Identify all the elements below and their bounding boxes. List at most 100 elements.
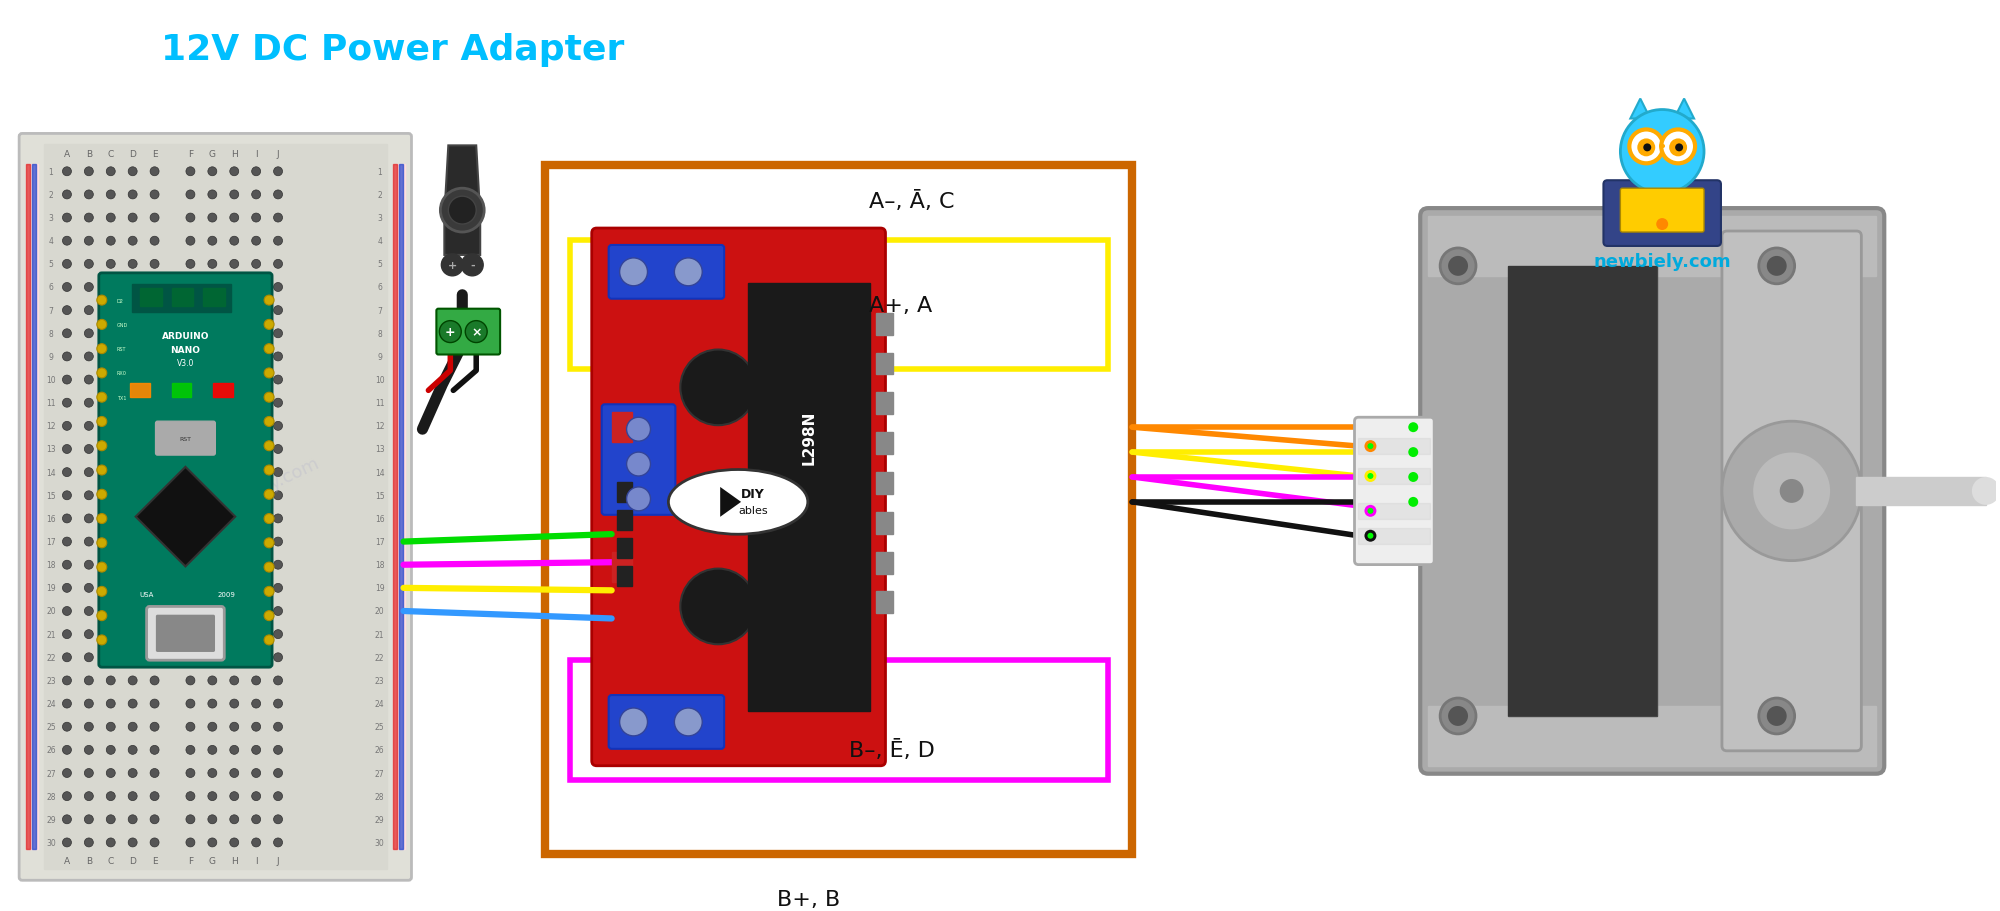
Circle shape: [208, 792, 216, 801]
Bar: [876, 512, 894, 534]
Circle shape: [252, 353, 260, 362]
Circle shape: [128, 237, 138, 246]
Circle shape: [106, 815, 116, 824]
Circle shape: [186, 353, 194, 362]
Circle shape: [252, 375, 260, 384]
Circle shape: [106, 630, 116, 639]
Circle shape: [150, 815, 160, 824]
Circle shape: [274, 468, 282, 477]
Circle shape: [128, 330, 138, 338]
Circle shape: [62, 607, 72, 616]
Circle shape: [62, 306, 72, 315]
Text: B: B: [86, 149, 92, 159]
Bar: [1508, 267, 1658, 716]
Circle shape: [150, 306, 160, 315]
Circle shape: [186, 468, 194, 477]
Text: B: B: [86, 856, 92, 865]
Circle shape: [252, 815, 260, 824]
Circle shape: [106, 838, 116, 847]
Text: 10: 10: [374, 375, 384, 384]
Circle shape: [1368, 474, 1374, 479]
Circle shape: [1670, 139, 1688, 158]
Circle shape: [208, 676, 216, 685]
Circle shape: [128, 560, 138, 569]
Circle shape: [252, 214, 260, 223]
Circle shape: [208, 722, 216, 732]
Circle shape: [680, 569, 756, 645]
Circle shape: [264, 562, 274, 572]
Circle shape: [274, 722, 282, 732]
Circle shape: [128, 353, 138, 362]
Circle shape: [84, 168, 94, 177]
FancyBboxPatch shape: [592, 229, 886, 766]
Circle shape: [150, 515, 160, 523]
Circle shape: [208, 283, 216, 292]
Circle shape: [150, 700, 160, 708]
Circle shape: [150, 190, 160, 200]
Circle shape: [274, 838, 282, 847]
Circle shape: [150, 630, 160, 639]
Circle shape: [208, 838, 216, 847]
Text: J: J: [276, 856, 280, 865]
Circle shape: [230, 537, 238, 547]
Text: ARDUINO: ARDUINO: [162, 332, 210, 341]
Circle shape: [106, 190, 116, 200]
Circle shape: [208, 700, 216, 708]
Bar: [876, 393, 894, 415]
Text: NANO: NANO: [170, 345, 200, 354]
Circle shape: [106, 237, 116, 246]
Text: GND: GND: [116, 322, 128, 328]
Text: F: F: [188, 149, 192, 159]
Text: 27: 27: [374, 769, 384, 778]
Circle shape: [208, 214, 216, 223]
Circle shape: [230, 792, 238, 801]
Circle shape: [1408, 473, 1418, 483]
Circle shape: [128, 515, 138, 523]
Bar: [570, 660, 1108, 780]
Circle shape: [274, 815, 282, 824]
Text: 5: 5: [378, 260, 382, 269]
Circle shape: [252, 700, 260, 708]
Circle shape: [274, 190, 282, 200]
Circle shape: [128, 306, 138, 315]
Circle shape: [208, 584, 216, 593]
Circle shape: [274, 214, 282, 223]
Text: 28: 28: [374, 792, 384, 801]
Circle shape: [274, 353, 282, 362]
Text: RX0: RX0: [116, 371, 126, 376]
Circle shape: [62, 745, 72, 754]
Circle shape: [1972, 477, 2000, 506]
Circle shape: [252, 468, 260, 477]
Circle shape: [252, 330, 260, 338]
Circle shape: [84, 422, 94, 431]
Circle shape: [264, 611, 274, 621]
FancyBboxPatch shape: [1354, 418, 1434, 565]
Circle shape: [62, 653, 72, 662]
Text: 30: 30: [46, 838, 56, 847]
Circle shape: [96, 587, 106, 597]
Text: 15: 15: [374, 491, 384, 500]
Bar: [876, 433, 894, 455]
Circle shape: [128, 260, 138, 269]
Circle shape: [440, 322, 462, 343]
Circle shape: [274, 283, 282, 292]
Circle shape: [62, 283, 72, 292]
Circle shape: [230, 630, 238, 639]
Text: -: -: [470, 261, 474, 271]
Circle shape: [128, 168, 138, 177]
Circle shape: [274, 676, 282, 685]
Text: 16: 16: [374, 515, 384, 523]
Circle shape: [1644, 144, 1652, 152]
Text: 6: 6: [378, 283, 382, 292]
Text: 14: 14: [46, 468, 56, 477]
Circle shape: [252, 422, 260, 431]
Text: 19: 19: [46, 584, 56, 593]
Circle shape: [128, 283, 138, 292]
Circle shape: [208, 260, 216, 269]
Text: G: G: [208, 856, 216, 865]
FancyBboxPatch shape: [156, 616, 214, 651]
Circle shape: [208, 330, 216, 338]
FancyBboxPatch shape: [1620, 189, 1704, 232]
Circle shape: [230, 353, 238, 362]
Circle shape: [1440, 249, 1476, 284]
